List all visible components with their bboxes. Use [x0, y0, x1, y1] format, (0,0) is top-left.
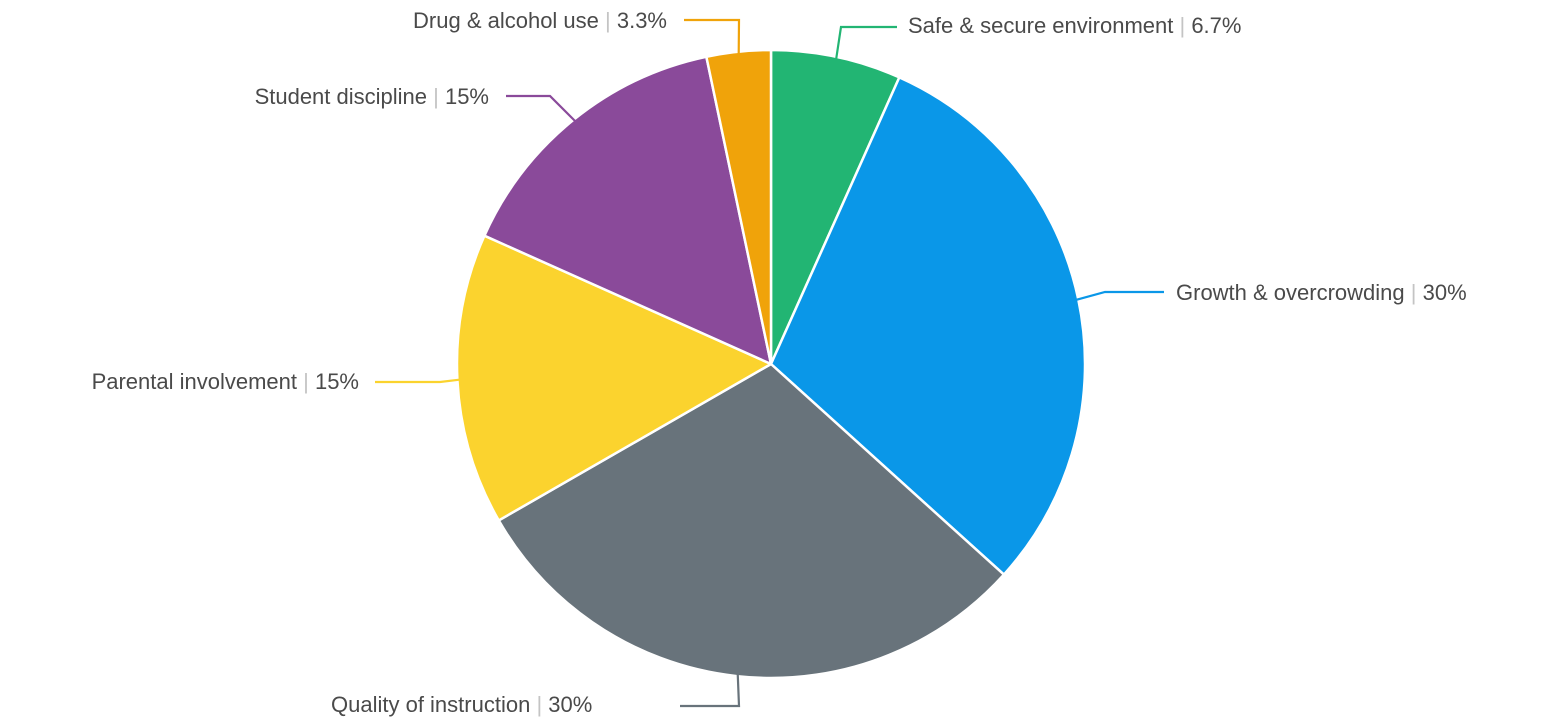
slice-label-separator: | [1411, 280, 1417, 305]
slice-label-name: Parental involvement [92, 369, 304, 394]
slice-label-growth-and-overcrowding: Growth & overcrowding | 30% [1176, 280, 1467, 305]
slice-label-name: Safe & secure environment [908, 13, 1179, 38]
leader-lines [375, 18, 1164, 708]
slice-label-separator: | [1179, 13, 1185, 38]
slice-label-value: 30% [542, 692, 592, 717]
leader-line-parental-involvement [375, 378, 460, 384]
slice-label-safe-and-secure-environment: Safe & secure environment | 6.7% [908, 13, 1241, 38]
slice-label-name: Quality of instruction [331, 692, 536, 717]
slice-label-value: 3.3% [611, 8, 667, 33]
slice-label-name: Student discipline [255, 84, 434, 109]
slice-label-quality-of-instruction: Quality of instruction | 30% [331, 692, 592, 717]
slice-label-separator: | [536, 692, 542, 717]
slice-label-separator: | [605, 8, 611, 33]
slice-label-student-discipline: Student discipline | 15% [255, 84, 489, 109]
pie-slices [455, 48, 1087, 680]
leader-line-safe-and-secure-environment [835, 25, 897, 60]
leader-line-growth-and-overcrowding [1076, 290, 1164, 301]
leader-line-student-discipline [506, 94, 576, 122]
slice-label-value: 15% [439, 84, 489, 109]
slice-labels: Safe & secure environment | 6.7% Growth &… [92, 8, 1467, 717]
slice-label-parental-involvement: Parental involvement | 15% [92, 369, 359, 394]
slice-label-separator: | [303, 369, 309, 394]
slice-label-separator: | [433, 84, 439, 109]
slice-label-value: 6.7% [1185, 13, 1241, 38]
leader-line-quality-of-instruction [680, 674, 741, 708]
slice-label-drug-and-alcohol-use: Drug & alcohol use | 3.3% [413, 8, 667, 33]
slice-label-name: Growth & overcrowding [1176, 280, 1411, 305]
slice-label-name: Drug & alcohol use [413, 8, 605, 33]
slice-label-value: 30% [1416, 280, 1466, 305]
leader-line-drug-and-alcohol-use [684, 18, 741, 54]
slice-label-value: 15% [309, 369, 359, 394]
